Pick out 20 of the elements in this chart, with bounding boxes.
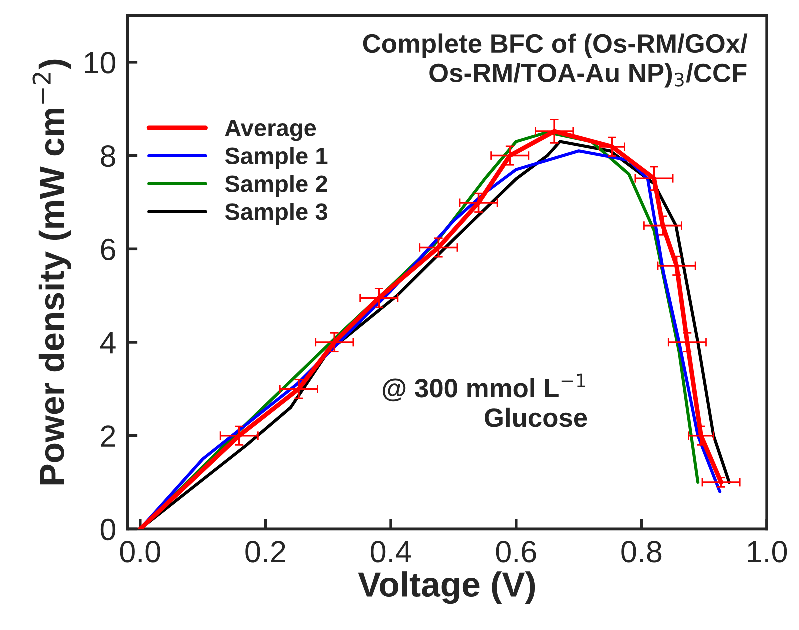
y-tick-label: 8 bbox=[101, 146, 116, 168]
y-tick-label: 6 bbox=[101, 238, 116, 261]
legend-label: Sample 2 bbox=[225, 175, 328, 198]
x-tick-label: 0.6 bbox=[496, 541, 536, 563]
y-axis-title: Power density (mW cm$^{−2}$) bbox=[32, 60, 72, 485]
x-tick-label: 0.8 bbox=[622, 541, 662, 563]
annotation: @ 300 mmol L$^{−1}$ Glucose bbox=[382, 374, 588, 428]
y-tick-label: 2 bbox=[101, 426, 116, 447]
x-tick-label: 0.2 bbox=[246, 541, 286, 563]
legend-label: Sample 3 bbox=[225, 202, 328, 226]
y-tick-label: 4 bbox=[100, 332, 116, 354]
x-axis-title: Voltage (V) bbox=[358, 572, 536, 604]
x-tick-label: 0.4 bbox=[370, 541, 412, 563]
y-tick-label: 0 bbox=[100, 518, 116, 541]
y-tick-label: 10 bbox=[85, 52, 116, 74]
annotation: Complete BFC of (Os-RM/GOx/ Os-RM/TOA-Au NP)$_{3}$/CCF bbox=[363, 34, 748, 88]
x-tick-label: 1.0 bbox=[748, 541, 788, 563]
legend-label: Sample 1 bbox=[225, 147, 328, 170]
legend-label: Average bbox=[225, 120, 316, 142]
x-tick-label: 0.0 bbox=[120, 541, 160, 563]
